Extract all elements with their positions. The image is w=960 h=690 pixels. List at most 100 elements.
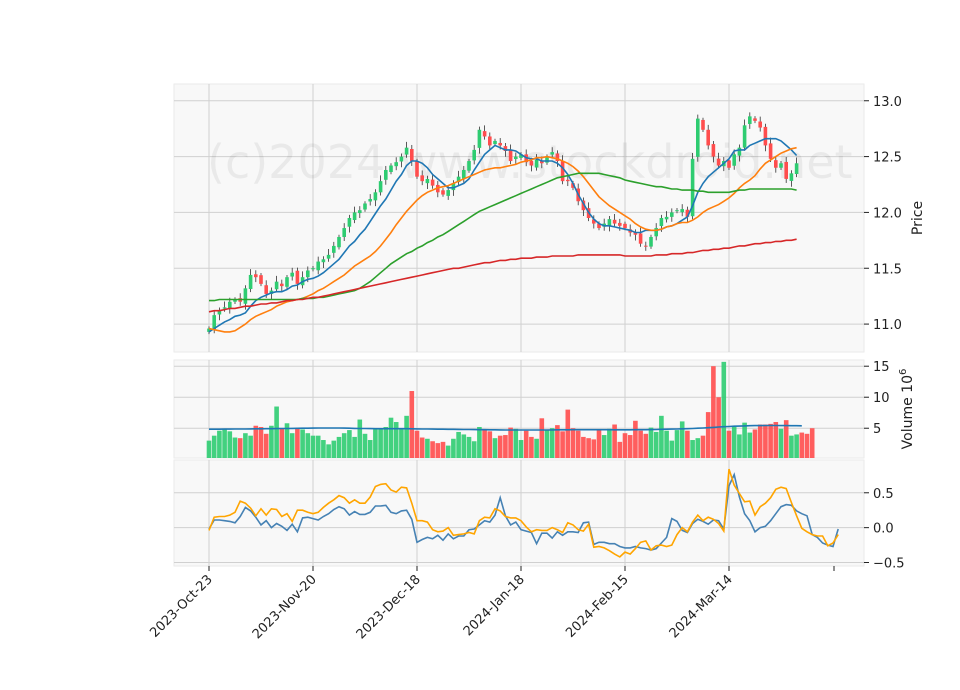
candle-body [399, 156, 404, 162]
candle-body [789, 173, 794, 181]
volume-bar [347, 430, 352, 458]
candle-body [441, 190, 445, 195]
candle-body [597, 223, 601, 229]
volume-bar [731, 426, 737, 458]
volume-bar [700, 435, 706, 458]
oscillator-tick-label: 0.5 [873, 487, 894, 502]
volume-bar [409, 391, 415, 458]
candle-body [555, 153, 560, 162]
volume-bar [451, 438, 456, 458]
volume-bar [679, 421, 685, 458]
oscillator-line [208, 472, 839, 551]
volume-bar [565, 409, 571, 458]
volume-bar [237, 438, 243, 458]
volume-bar [555, 425, 560, 458]
candle-body [670, 212, 674, 217]
volume-bar [362, 433, 368, 458]
volume-bar [310, 435, 316, 458]
candle-body [680, 209, 684, 213]
price-axis-label: Price [910, 201, 926, 235]
candle-body [217, 310, 222, 315]
candle-body [446, 190, 450, 196]
volume-bar [404, 415, 409, 458]
date-tick-label: 2023-Dec-18 [354, 572, 424, 642]
volume-bar [435, 443, 441, 458]
volume-bar [217, 430, 222, 458]
volume-bar [445, 445, 451, 458]
candle-body [633, 232, 638, 235]
candle-body [295, 270, 300, 284]
volume-bar [638, 430, 643, 458]
candle-body [363, 203, 367, 210]
volume-bar [383, 426, 389, 458]
volume-bar [274, 406, 279, 458]
candle-body [508, 150, 513, 162]
volume-bar [674, 430, 680, 458]
volume-bar [487, 431, 493, 458]
volume-bar [357, 419, 363, 458]
candle-body [768, 143, 773, 159]
date-tick-label: 2024-Mar-14 [667, 572, 736, 641]
candle-body [514, 156, 518, 160]
volume-bar [336, 436, 342, 458]
volume-bar [773, 422, 779, 458]
volume-bar [570, 428, 576, 458]
volume-bar [669, 440, 675, 458]
candle-body [462, 169, 466, 179]
candle-body [332, 245, 336, 253]
volume-bar [430, 441, 435, 458]
candle-body [534, 159, 539, 168]
candle-body [384, 169, 388, 180]
volume-bar [284, 423, 290, 458]
oscillator-panel: −0.5 0.0 0.5 [173, 459, 905, 572]
volume-bar [768, 423, 773, 458]
volume-bar [352, 436, 357, 458]
volume-bar [518, 440, 524, 458]
volume-bar [227, 431, 233, 458]
date-tick-label: 2024-Feb-15 [563, 572, 632, 641]
volume-bar [321, 440, 326, 458]
volume-bar [809, 428, 815, 458]
candle-body [430, 179, 435, 186]
volume-bar [425, 438, 430, 458]
candle-body [342, 228, 346, 237]
volume-bar [206, 440, 212, 458]
volume-bar [326, 444, 331, 458]
candle-body [451, 183, 456, 191]
candle-body [420, 175, 424, 182]
volume-bar [300, 429, 305, 458]
candle-body [618, 222, 622, 226]
volume-bar [399, 428, 404, 458]
volume-bar [575, 430, 581, 458]
candle-body [352, 212, 357, 221]
candle-body [493, 140, 497, 145]
volume-tick-label: 10 [873, 391, 890, 406]
volume-bar [315, 435, 321, 458]
candle-body [742, 125, 747, 148]
price-tick-label: 11.5 [873, 262, 902, 277]
volume-bar [456, 431, 461, 458]
candle-body [732, 154, 736, 166]
volume-bar [757, 424, 763, 458]
candle-body [254, 274, 258, 278]
candle-body [794, 163, 799, 175]
candle-body [243, 288, 248, 304]
price-tick-label: 12.0 [873, 206, 902, 221]
candle-body [737, 147, 742, 156]
candle-body [566, 179, 570, 182]
volume-bar [659, 415, 664, 458]
candle-body [404, 147, 409, 155]
volume-axis-label: Volume 106 [898, 369, 916, 450]
candle-body [425, 178, 430, 184]
oscillator-tick-label: 0.0 [873, 522, 894, 537]
volume-average-line [209, 424, 802, 431]
volume-bar [627, 435, 633, 458]
volume-bar [477, 426, 482, 458]
volume-bar [799, 432, 805, 458]
candle-body [696, 118, 700, 157]
volume-bar [586, 438, 591, 458]
volume-bar [263, 433, 269, 458]
volume-bar [617, 441, 623, 458]
volume-bar [544, 429, 550, 458]
candle-body [378, 181, 383, 193]
